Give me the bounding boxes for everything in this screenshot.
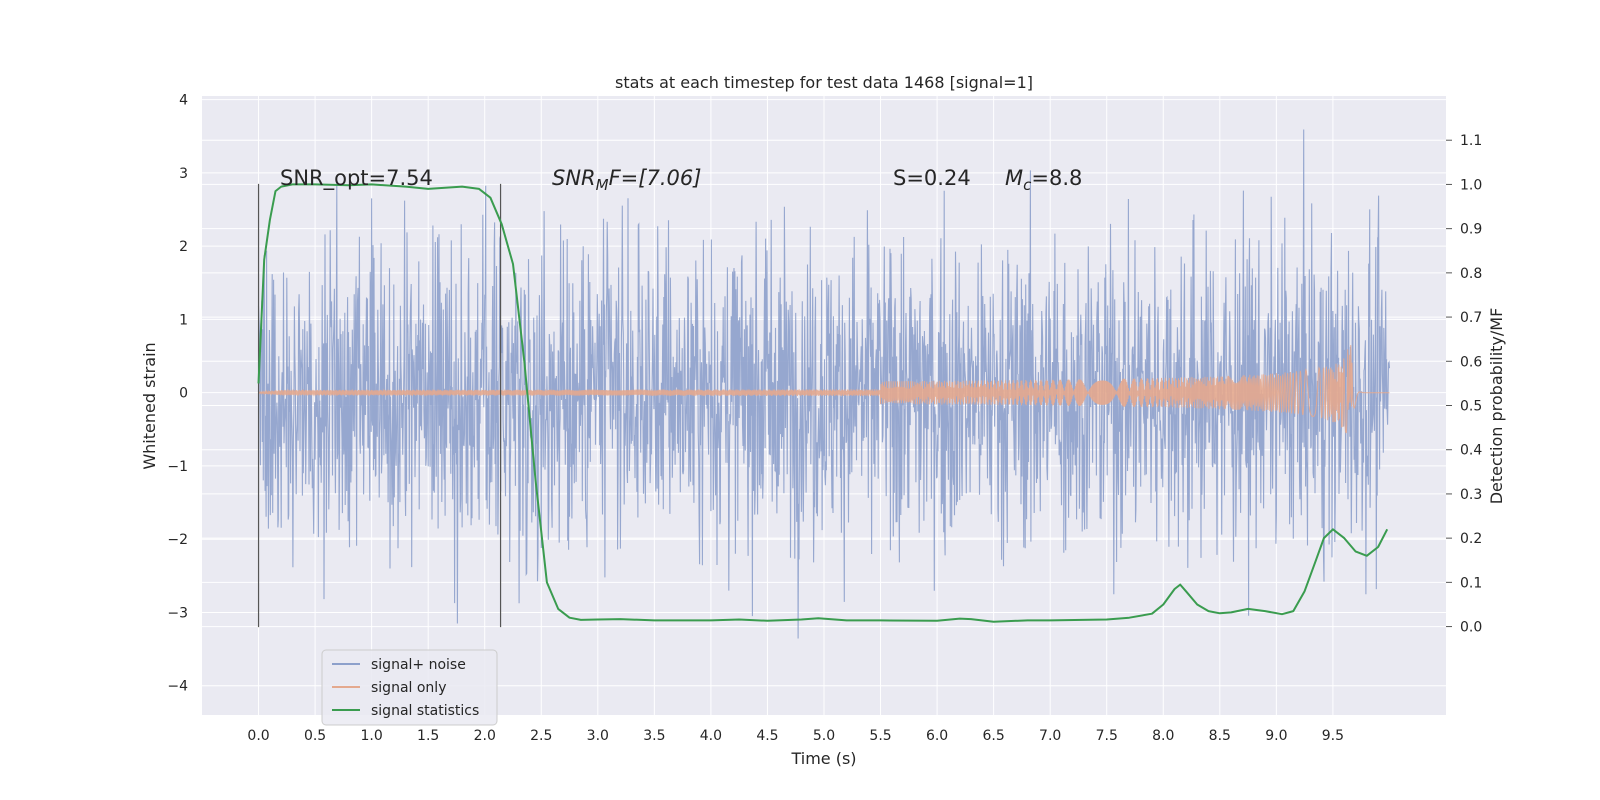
mc-label: M <box>1005 166 1023 190</box>
y-tick-label: 0 <box>179 386 188 402</box>
x-tick-label: 7.0 <box>1039 728 1061 744</box>
x-tick-label: 4.5 <box>756 728 778 744</box>
y-right-tick-labels: 1.1 1.0 0.9 0.8 0.7 0.6 0.5 0.4 0.3 0.2 0.1 0.0 <box>1446 133 1482 636</box>
x-tick-label: 3.0 <box>587 728 609 744</box>
x-tick-label: 2.5 <box>530 728 552 744</box>
y-tick-label: 2 <box>179 239 188 255</box>
snr-mf-label: SNR <box>552 166 596 190</box>
x-tick-label: 0.5 <box>304 728 326 744</box>
x-tick-label: 6.5 <box>983 728 1005 744</box>
x-tick-label: 9.5 <box>1322 728 1344 744</box>
y-tick-label: 4 <box>179 93 188 109</box>
vertical-markers <box>257 183 502 628</box>
y-right-tick-label: 0.1 <box>1460 575 1482 591</box>
legend-label-signal: signal only <box>371 680 446 696</box>
snr-mf-subscript: M <box>596 176 609 194</box>
x-tick-label: 2.0 <box>474 728 496 744</box>
x-tick-label: 5.0 <box>813 728 835 744</box>
y-right-tick-label: 0.0 <box>1460 620 1482 636</box>
y-right-tick-label: 1.0 <box>1460 177 1482 193</box>
y-right-tick-label: 0.8 <box>1460 266 1482 282</box>
signal-only-series <box>258 345 1390 434</box>
signal-plus-noise-series <box>257 129 1391 639</box>
y-tick-label: 3 <box>179 166 188 182</box>
y-right-axis-label: Detection probability/MF <box>1487 308 1506 505</box>
y-axis-label: Whitened strain <box>140 342 159 469</box>
y-tick-label: −3 <box>167 605 188 621</box>
x-tick-label: 0.0 <box>247 728 269 744</box>
y-tick-labels: 4 3 2 1 0 −1 −2 −3 −4 <box>167 93 188 695</box>
x-tick-label: 7.5 <box>1096 728 1118 744</box>
y-right-tick-label: 0.5 <box>1460 399 1482 415</box>
s-value-annotation: S=0.24 <box>893 166 971 190</box>
signal-plus-noise-line <box>257 129 1391 639</box>
x-axis-label: Time (s) <box>790 749 856 768</box>
snr-mf-annotation: SNRMF=[7.06] <box>552 166 701 194</box>
mc-rest: =8.8 <box>1031 166 1082 190</box>
y-right-tick-label: 0.7 <box>1460 310 1482 326</box>
x-tick-label: 8.0 <box>1152 728 1174 744</box>
x-tick-label: 1.5 <box>417 728 439 744</box>
snr-opt-annotation: SNR_opt=7.54 <box>280 166 433 191</box>
snr-mf-rest: F=[7.06] <box>609 166 702 190</box>
x-tick-label: 8.5 <box>1209 728 1231 744</box>
x-tick-label: 4.0 <box>700 728 722 744</box>
y-right-tick-label: 0.2 <box>1460 531 1482 547</box>
x-tick-label: 9.0 <box>1265 728 1287 744</box>
signal-only-line <box>258 345 1390 434</box>
signal-statistics-series <box>257 183 1389 623</box>
chart-title: stats at each timestep for test data 146… <box>615 73 1033 92</box>
x-tick-label: 1.0 <box>361 728 383 744</box>
y-tick-label: 1 <box>179 312 188 328</box>
signal-statistics-line <box>257 183 1389 623</box>
x-tick-label: 6.0 <box>926 728 948 744</box>
y-right-tick-label: 0.6 <box>1460 354 1482 370</box>
mc-subscript: c <box>1023 176 1032 194</box>
x-tick-label: 5.5 <box>869 728 891 744</box>
mc-annotation: Mc=8.8 <box>1005 166 1082 194</box>
legend-label-noise: signal+ noise <box>371 657 466 673</box>
y-right-tick-label: 0.3 <box>1460 487 1482 503</box>
x-tick-label: 3.5 <box>643 728 665 744</box>
x-tick-labels: 0.0 0.5 1.0 1.5 2.0 2.5 3.0 3.5 4.0 4.5 5.0 5.5 6.0 6… <box>247 728 1344 744</box>
y-right-tick-label: 1.1 <box>1460 133 1482 149</box>
legend-label-stats: signal statistics <box>371 703 479 719</box>
legend: signal+ noise signal only signal statist… <box>321 649 498 726</box>
y-right-tick-label: 0.9 <box>1460 222 1482 238</box>
legend-box <box>321 649 498 726</box>
y-tick-label: −4 <box>167 679 188 695</box>
y-tick-label: −1 <box>167 459 188 475</box>
y-right-tick-label: 0.4 <box>1460 443 1482 459</box>
y-tick-label: −2 <box>167 532 188 548</box>
